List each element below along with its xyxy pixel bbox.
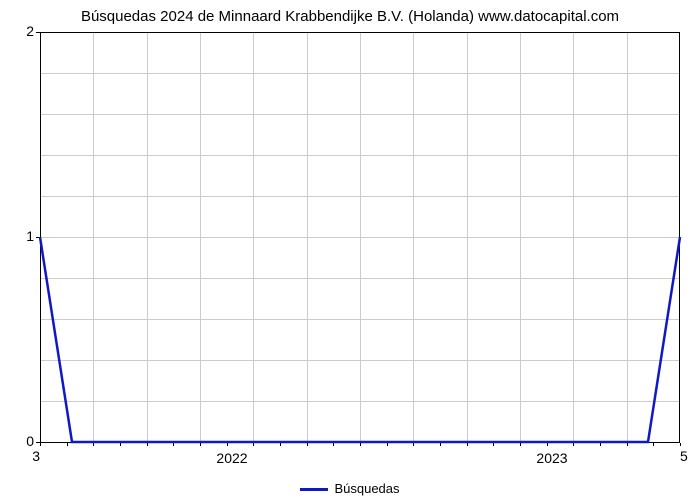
- x-minor-tick: [493, 443, 494, 446]
- x-minor-tick: [413, 443, 414, 446]
- x-minor-tick: [547, 443, 548, 446]
- chart-container: Búsquedas 2024 de Minnaard Krabbendijke …: [0, 0, 700, 500]
- data-series-line: [40, 32, 680, 442]
- y-tick-label: 0: [4, 433, 34, 449]
- x-minor-tick: [440, 443, 441, 446]
- x-minor-tick: [680, 443, 681, 446]
- legend-swatch: [300, 488, 328, 491]
- x-minor-tick: [173, 443, 174, 446]
- x-minor-tick: [280, 443, 281, 446]
- x-minor-tick: [573, 443, 574, 446]
- legend-label: Búsquedas: [334, 481, 399, 496]
- x-end-label-left: 3: [32, 448, 40, 464]
- x-minor-tick: [387, 443, 388, 446]
- x-minor-tick: [120, 443, 121, 446]
- x-minor-tick: [520, 443, 521, 446]
- x-minor-tick: [627, 443, 628, 446]
- x-minor-tick: [600, 443, 601, 446]
- x-minor-tick: [227, 443, 228, 446]
- x-minor-tick: [360, 443, 361, 446]
- x-minor-tick: [307, 443, 308, 446]
- x-minor-tick: [653, 443, 654, 446]
- y-tick-label: 2: [4, 23, 34, 39]
- x-year-label: 2022: [216, 450, 247, 466]
- x-minor-tick: [253, 443, 254, 446]
- y-tick-label: 1: [4, 228, 34, 244]
- legend: Búsquedas: [0, 481, 700, 496]
- x-minor-tick: [67, 443, 68, 446]
- x-minor-tick: [93, 443, 94, 446]
- x-minor-tick: [333, 443, 334, 446]
- x-minor-tick: [467, 443, 468, 446]
- x-minor-tick: [40, 443, 41, 446]
- x-year-label: 2023: [536, 450, 567, 466]
- x-minor-tick: [200, 443, 201, 446]
- x-minor-tick: [147, 443, 148, 446]
- chart-title: Búsquedas 2024 de Minnaard Krabbendijke …: [0, 8, 700, 25]
- x-end-label-right: 5: [680, 448, 688, 464]
